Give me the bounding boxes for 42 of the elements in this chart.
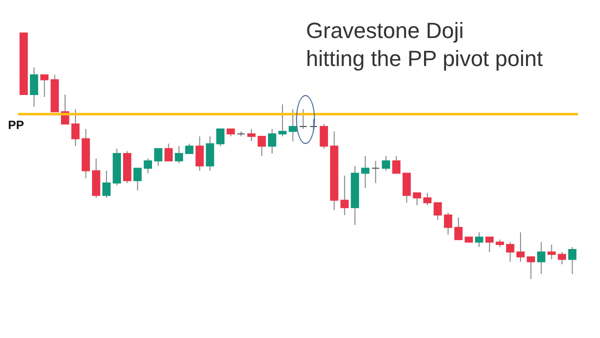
candlestick	[102, 170, 111, 198]
candlestick	[185, 143, 194, 154]
candlestick	[144, 158, 152, 174]
candlestick	[506, 242, 514, 262]
candlestick	[340, 175, 349, 216]
candlestick	[485, 236, 494, 252]
candlestick	[454, 217, 463, 240]
candlestick	[526, 256, 536, 280]
candlestick	[206, 136, 214, 172]
candlestick	[164, 143, 173, 162]
candlestick	[288, 108, 297, 142]
candlestick	[154, 148, 162, 166]
candlestick	[247, 128, 256, 142]
candlestick	[568, 246, 576, 275]
candlestick	[434, 202, 442, 220]
candlestick	[475, 232, 484, 248]
candlestick	[196, 136, 204, 172]
candlestick	[372, 160, 380, 184]
candlestick	[547, 244, 556, 260]
candlestick	[382, 156, 390, 172]
candlestick	[392, 156, 400, 174]
candlestick	[299, 108, 308, 130]
candlestick	[268, 128, 276, 154]
candlestick	[558, 251, 566, 265]
annotation: Gravestone Doji hitting the PP pivot point	[306, 18, 543, 71]
candlestick	[278, 104, 287, 137]
candlestick	[412, 192, 422, 206]
candlestick	[133, 168, 142, 191]
candlestick	[320, 124, 328, 150]
candlestick	[71, 108, 80, 147]
candlestick	[402, 172, 411, 204]
candlestick	[444, 212, 452, 236]
candlestick	[361, 156, 370, 188]
candlestick	[423, 192, 432, 206]
candlestick	[537, 242, 546, 275]
candlestick	[216, 128, 224, 147]
candlestick	[258, 136, 266, 156]
ref-line-label: PP	[8, 118, 24, 132]
candlestick	[30, 66, 38, 108]
candlestick	[174, 146, 184, 164]
candlestick	[516, 232, 525, 262]
candlestick	[40, 74, 49, 98]
